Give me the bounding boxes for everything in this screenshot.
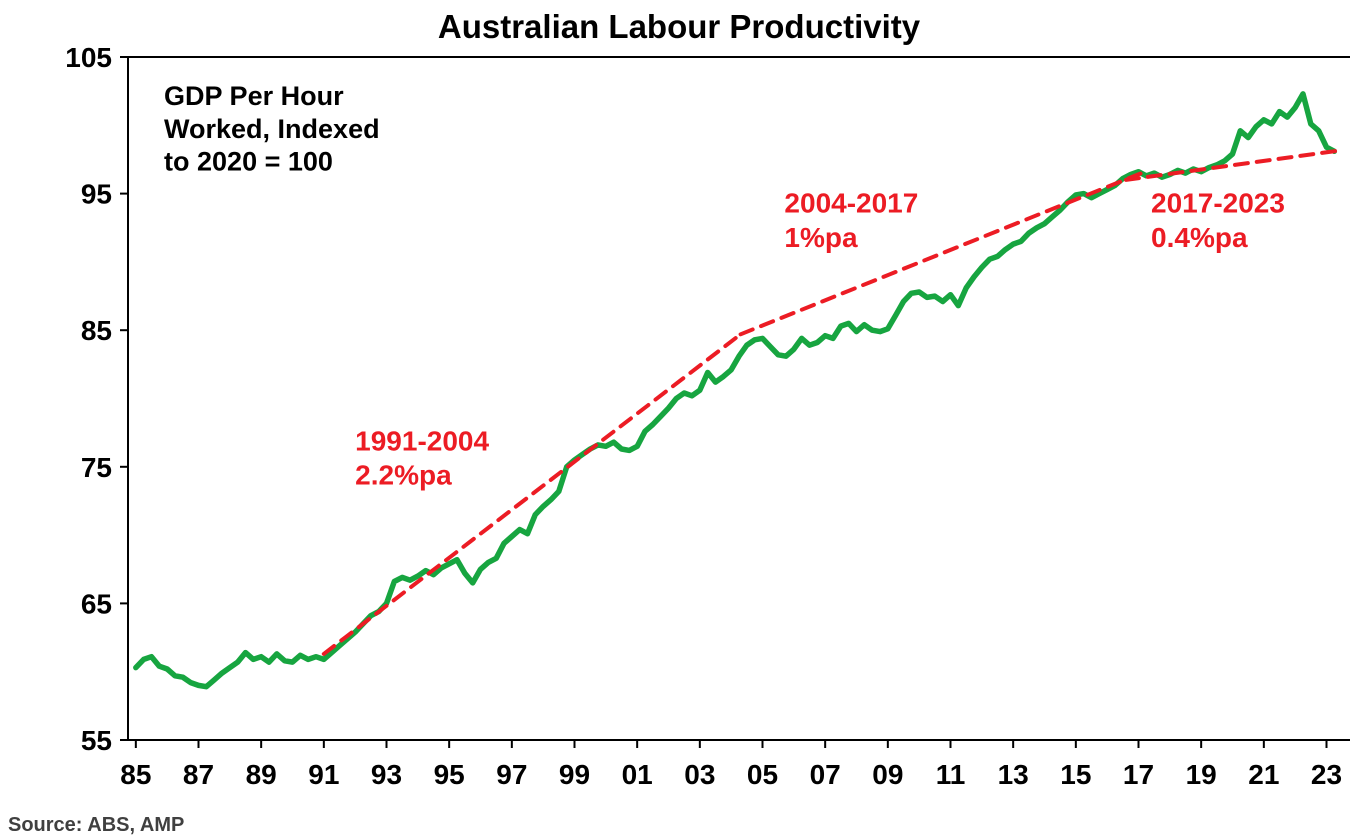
series-gdp-per-hour-worked-indexed-to-2020-100 bbox=[133, 91, 1338, 690]
y-tick-label: 85 bbox=[81, 315, 112, 346]
plot-area: 55 65 75 85 95 105 85 87 89 91 93 95 97 99 01 03 05 07 09 1… bbox=[65, 42, 1350, 790]
x-tick-label: 91 bbox=[308, 759, 339, 790]
x-axis-ticks: 85 87 89 91 93 95 97 99 01 03 05 07 09 11 13 15 17 19 21 23 bbox=[120, 740, 1342, 790]
x-tick-label: 19 bbox=[1186, 759, 1217, 790]
series-trend-2017-2023-0-4-pa bbox=[1124, 147, 1346, 182]
y-tick-label: 105 bbox=[65, 42, 112, 73]
x-tick-label: 13 bbox=[998, 759, 1029, 790]
x-tick-label: 05 bbox=[747, 759, 778, 790]
annotation-trend-label-1991-2004: 1991-2004 2.2%pa bbox=[355, 425, 489, 490]
x-tick-label: 01 bbox=[622, 759, 653, 790]
x-tick-label: 11 bbox=[936, 759, 966, 790]
x-tick-label: 97 bbox=[496, 759, 527, 790]
x-tick-label: 21 bbox=[1248, 759, 1279, 790]
y-tick-label: 95 bbox=[81, 179, 112, 210]
x-tick-label: 93 bbox=[371, 759, 402, 790]
source-note: Source: ABS, AMP bbox=[8, 814, 184, 836]
x-tick-label: 99 bbox=[559, 759, 590, 790]
x-tick-label: 85 bbox=[120, 759, 151, 790]
x-tick-label: 03 bbox=[684, 759, 715, 790]
series-trend-1991-2004-2-2-pa bbox=[321, 332, 743, 656]
annotation-trend-label-2017-2023: 2017-2023 0.4%pa bbox=[1151, 188, 1285, 253]
x-tick-label: 07 bbox=[810, 759, 841, 790]
y-tick-label: 55 bbox=[81, 725, 112, 756]
x-tick-label: 23 bbox=[1311, 759, 1342, 790]
chart-title: Australian Labour Productivity bbox=[438, 8, 921, 45]
y-axis-ticks: 55 65 75 85 95 105 bbox=[65, 42, 128, 756]
annotation-gdp-note: GDP Per Hour Worked, Indexed to 2020 = 100 bbox=[164, 81, 380, 177]
x-tick-label: 17 bbox=[1123, 759, 1154, 790]
x-tick-label: 09 bbox=[872, 759, 903, 790]
x-tick-label: 95 bbox=[434, 759, 465, 790]
x-tick-label: 15 bbox=[1060, 759, 1091, 790]
x-tick-label: 89 bbox=[246, 759, 277, 790]
series-trend-2004-2017-1-pa bbox=[738, 171, 1144, 337]
annotation-trend-label-2004-2017: 2004-2017 1%pa bbox=[784, 188, 918, 253]
x-tick-label: 87 bbox=[183, 759, 214, 790]
y-tick-label: 65 bbox=[81, 588, 112, 619]
y-tick-label: 75 bbox=[81, 452, 112, 483]
